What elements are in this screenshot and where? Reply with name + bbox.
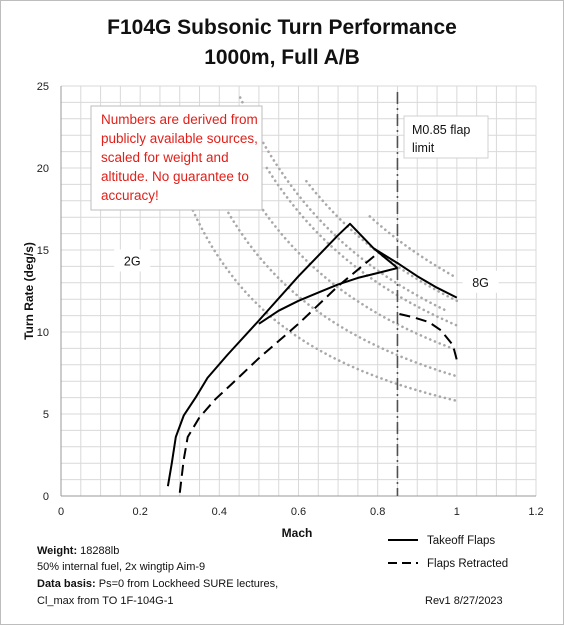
- callout-label-2g: 2G: [124, 254, 141, 268]
- x-tick-label: 0.8: [370, 506, 385, 518]
- note-line-5: accuracy!: [101, 188, 159, 203]
- note-line-1: Numbers are derived from: [101, 112, 258, 127]
- y-tick-label: 20: [37, 163, 49, 175]
- g-line-2g: [238, 96, 447, 312]
- g-line-4g: [194, 142, 459, 378]
- y-axis-title: Turn Rate (deg/s): [22, 242, 36, 340]
- y-tick-label: 0: [43, 491, 49, 503]
- note-line-3: scaled for weight and: [101, 150, 229, 165]
- footer-weight-value: 18288lb: [77, 545, 119, 557]
- series-line-takeoff-flaps: [166, 222, 399, 487]
- footer-basis-label: Data basis:: [37, 578, 96, 590]
- series: [166, 222, 458, 493]
- callouts: 2G 8G: [114, 249, 499, 293]
- x-tick-label: 0.2: [133, 506, 148, 518]
- chart-title-line-2: 1000m, Full A/B: [204, 46, 360, 69]
- footer-fuel: 50% internal fuel, 2x wingtip Aim-9: [37, 561, 205, 573]
- note-line-4: altitude. No guarantee to: [101, 169, 249, 184]
- note-line-2: publicly available sources,: [101, 131, 258, 146]
- g-load-lines: [166, 96, 459, 403]
- footer-clmax: Cl_max from TO 1F-104G-1: [37, 595, 174, 607]
- callout-box: [114, 249, 151, 272]
- chart-title-line-1: F104G Subsonic Turn Performance: [107, 16, 457, 39]
- series-line-flaps-retracted: [178, 252, 379, 493]
- callout-label-8g: 8G: [472, 276, 489, 290]
- y-tick-label: 15: [37, 245, 49, 257]
- tick-labels: 0 0.2 0.4 0.6 0.8 1 1.2 0 5 10 15 20 25: [37, 81, 544, 518]
- flap-limit-label-1: M0.85 flap: [412, 123, 470, 137]
- g-line-3g: [166, 142, 459, 403]
- footer-basis: Data basis: Ps=0 from Lockheed SURE lect…: [37, 578, 278, 590]
- g-line-5g: [226, 147, 459, 352]
- legend-label-takeoff: Takeoff Flaps: [427, 535, 495, 547]
- y-tick-label: 10: [37, 327, 49, 339]
- y-tick-label: 25: [37, 81, 49, 93]
- series-line-segment-2: [373, 247, 458, 299]
- footer-basis-value: Ps=0 from Lockheed SURE lectures,: [96, 578, 279, 590]
- x-tick-label: 0: [58, 506, 64, 518]
- x-axis-title: Mach: [282, 526, 313, 540]
- footer-weight: Weight: 18288lb: [37, 545, 119, 557]
- x-tick-label: 0.4: [212, 506, 227, 518]
- g-line-8g: [368, 215, 459, 280]
- flap-limit-label-2: limit: [412, 141, 435, 155]
- x-tick-label: 1: [454, 506, 460, 518]
- x-tick-label: 0.6: [291, 506, 306, 518]
- series-line-segment-4: [399, 313, 458, 361]
- footer-revision: Rev1 8/27/2023: [425, 595, 503, 607]
- footer-weight-label: Weight:: [37, 545, 77, 557]
- callout-box: [462, 270, 499, 293]
- x-tick-label: 1.2: [528, 506, 543, 518]
- legend-label-retracted: Flaps Retracted: [427, 558, 508, 570]
- note-box: [90, 105, 263, 211]
- y-tick-label: 5: [43, 409, 49, 421]
- flap-limit-box: [403, 115, 489, 159]
- series-line-segment-1: [258, 267, 398, 325]
